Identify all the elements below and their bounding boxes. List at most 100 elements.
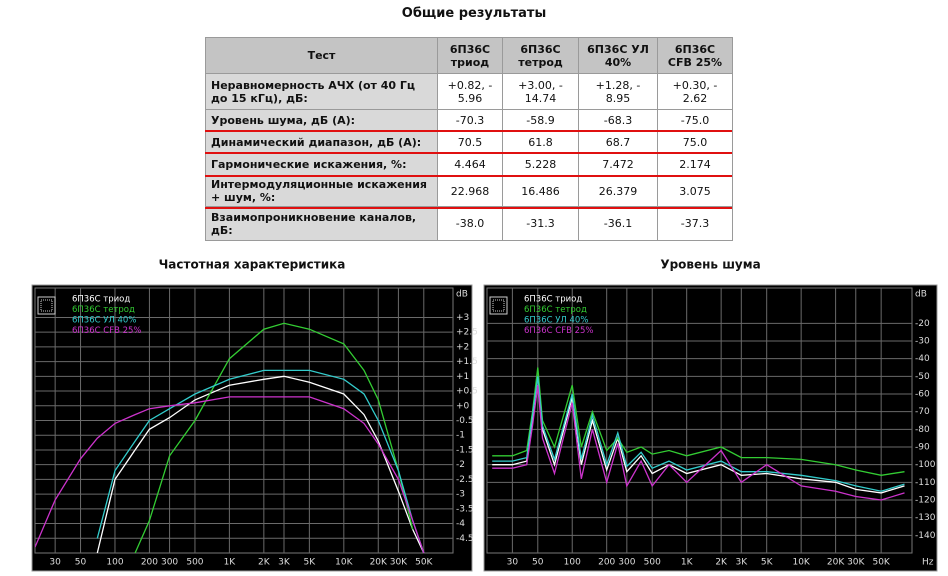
header-cell: 6П36С CFB 25% bbox=[657, 37, 733, 74]
header-row: Тест 6П36С триод 6П36С тетрод 6П36С УЛ 40% 6… bbox=[205, 37, 733, 74]
value-cell: -68.3 bbox=[578, 109, 658, 132]
x-tick-label: 20K bbox=[370, 558, 388, 568]
x-tick-label: 30 bbox=[49, 558, 61, 568]
table-title: Общие результаты bbox=[401, 6, 547, 21]
value-cell: 16.486 bbox=[502, 175, 579, 207]
value-cell: 26.379 bbox=[578, 175, 658, 207]
x-tick-label: 50K bbox=[415, 558, 433, 568]
row-label: Уровень шума, дБ (А): bbox=[205, 109, 438, 132]
chart-title: Частотная характеристика bbox=[159, 258, 346, 272]
y-tick-label: -4 bbox=[456, 519, 465, 529]
x-tick-label: 20K bbox=[827, 558, 845, 568]
series-line bbox=[492, 367, 905, 476]
value-cell: -70.3 bbox=[437, 109, 503, 132]
x-tick-label: 3K bbox=[278, 558, 291, 568]
x-tick-label: 500 bbox=[186, 558, 203, 568]
value-cell: +3.00, - 14.74 bbox=[502, 73, 579, 110]
legend-entry: 6П36С триод bbox=[524, 295, 582, 305]
y-tick-label: -30 bbox=[915, 337, 930, 347]
legend-entry: 6П36С УЛ 40% bbox=[524, 316, 588, 326]
table-row: Уровень шума, дБ (А): -70.3 -58.9 -68.3 -75.… bbox=[205, 109, 733, 132]
y-tick-label: +2 bbox=[456, 342, 469, 352]
row-label: Гармонические искажения, %: bbox=[205, 153, 438, 176]
y-tick-label: +3 bbox=[456, 313, 469, 323]
legend-entry: 6П36С CFB 25% bbox=[72, 326, 142, 336]
y-tick-label: -40 bbox=[915, 354, 930, 364]
y-tick-label: -100 bbox=[915, 460, 936, 470]
chart-title: Уровень шума bbox=[660, 258, 760, 272]
value-cell: 68.7 bbox=[578, 131, 658, 154]
legend-entry: 6П36С тетрод bbox=[524, 305, 587, 315]
legend-icon bbox=[489, 296, 508, 315]
x-tick-label: 100 bbox=[564, 558, 581, 568]
x-tick-label: 2K bbox=[715, 558, 728, 568]
table-row: Взаимопроникновение каналов, дБ: -38.0 -31… bbox=[205, 206, 733, 241]
x-tick-label: 3K bbox=[735, 558, 748, 568]
x-tick-label: 50 bbox=[75, 558, 87, 568]
series-line bbox=[492, 376, 905, 492]
y-tick-label: -1.5 bbox=[456, 445, 474, 455]
series-line bbox=[96, 369, 425, 553]
legend-entry: 6П36С тетрод bbox=[72, 305, 135, 315]
x-tick-label: 300 bbox=[618, 558, 635, 568]
value-cell: 22.968 bbox=[437, 175, 503, 207]
x-tick-label: 50 bbox=[532, 558, 544, 568]
table-row: Неравномерность АЧХ (от 40 Гц до 15 кГц)… bbox=[205, 73, 733, 110]
y-tick-label: -90 bbox=[915, 443, 930, 453]
value-cell: -31.3 bbox=[502, 206, 579, 241]
value-cell: -58.9 bbox=[502, 109, 579, 132]
y-tick-label: -4.5 bbox=[456, 534, 474, 544]
table-row: Гармонические искажения, %: 4.464 5.228 7.4… bbox=[205, 153, 733, 176]
value-cell: 75.0 bbox=[657, 131, 733, 154]
value-cell: -38.0 bbox=[437, 206, 503, 241]
x-tick-label: 1K bbox=[681, 558, 694, 568]
x-tick-label: 500 bbox=[644, 558, 661, 568]
x-tick-label: 1K bbox=[224, 558, 237, 568]
x-tick-label: 30 bbox=[507, 558, 519, 568]
x-tick-label: 30K bbox=[390, 558, 408, 568]
table-row: Интермодуляционные искажения + шум, %: 22… bbox=[205, 175, 733, 207]
value-cell: 5.228 bbox=[502, 153, 579, 176]
x-tick-label: 5K bbox=[761, 558, 774, 568]
series-line bbox=[35, 396, 425, 553]
value-cell: +0.82, - 5.96 bbox=[437, 73, 503, 110]
value-cell: 4.464 bbox=[437, 153, 503, 176]
y-axis-label: dB bbox=[915, 290, 927, 300]
y-tick-label: -120 bbox=[915, 496, 936, 506]
row-label: Неравномерность АЧХ (от 40 Гц до 15 кГц)… bbox=[205, 73, 438, 110]
series-line bbox=[492, 385, 905, 501]
y-tick-label: -3.5 bbox=[456, 504, 474, 514]
y-axis-label: dB bbox=[456, 290, 468, 300]
y-tick-label: +0.5 bbox=[456, 387, 478, 397]
y-tick-label: -70 bbox=[915, 407, 930, 417]
value-cell: +1.28, - 8.95 bbox=[578, 73, 658, 110]
x-axis-label: Hz bbox=[922, 558, 934, 568]
x-tick-label: 2K bbox=[258, 558, 271, 568]
y-tick-label: -80 bbox=[915, 425, 930, 435]
table-row: Динамический диапазон, дБ (А): 70.5 61.8 68… bbox=[205, 131, 733, 154]
x-tick-label: 5K bbox=[304, 558, 317, 568]
y-tick-label: -130 bbox=[915, 513, 936, 523]
results-table: Тест 6П36С триод 6П36С тетрод 6П36С УЛ 40% 6… bbox=[205, 37, 733, 241]
row-label: Интермодуляционные искажения + шум, %: bbox=[205, 175, 438, 207]
x-tick-label: 30K bbox=[847, 558, 865, 568]
y-tick-label: -3 bbox=[456, 490, 465, 500]
y-tick-label: -2.5 bbox=[456, 475, 474, 485]
legend-entry: 6П36С триод bbox=[72, 295, 130, 305]
value-cell: +0.30, - 2.62 bbox=[657, 73, 733, 110]
header-cell: 6П36С триод bbox=[437, 37, 503, 74]
value-cell: -36.1 bbox=[578, 206, 658, 241]
row-label: Взаимопроникновение каналов, дБ: bbox=[205, 206, 438, 241]
value-cell: 2.174 bbox=[657, 153, 733, 176]
y-tick-label: -1 bbox=[456, 431, 465, 441]
y-tick-label: -0.5 bbox=[456, 416, 474, 426]
x-tick-label: 200 bbox=[598, 558, 615, 568]
x-tick-label: 10K bbox=[335, 558, 353, 568]
header-cell: 6П36С УЛ 40% bbox=[578, 37, 658, 74]
row-label: Динамический диапазон, дБ (А): bbox=[205, 131, 438, 154]
underline bbox=[205, 207, 732, 209]
y-tick-label: -20 bbox=[915, 319, 930, 329]
legend-icon-inner bbox=[492, 299, 505, 312]
